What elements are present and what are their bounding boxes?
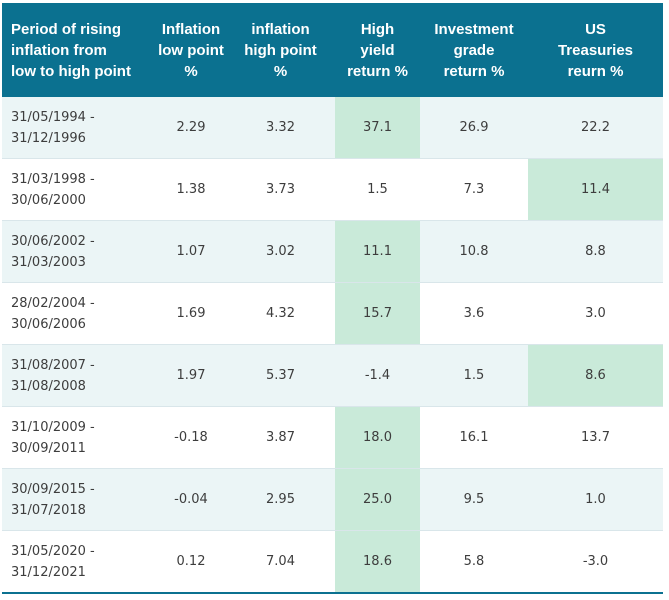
inflation-high-cell: 3.73: [226, 158, 335, 221]
header-row: Period of rising inflation from low to h…: [2, 3, 663, 97]
period-cell: 31/05/1994 -31/12/1996: [2, 97, 156, 159]
header-period: Period of rising inflation from low to h…: [2, 3, 156, 97]
investment-grade-cell: 10.8: [420, 220, 528, 283]
inflation-low-cell: 1.97: [156, 344, 226, 407]
inflation-high-cell: 2.95: [226, 468, 335, 531]
table-row: 28/02/2004 -30/06/2006 1.69 4.32 15.7 3.…: [2, 282, 663, 345]
investment-grade-cell: 9.5: [420, 468, 528, 531]
table-header: Period of rising inflation from low to h…: [2, 3, 663, 97]
investment-grade-cell: 1.5: [420, 344, 528, 407]
high-yield-cell: 18.6: [335, 530, 420, 594]
inflation-high-cell: 3.02: [226, 220, 335, 283]
inflation-low-cell: -0.18: [156, 406, 226, 469]
header-us-treasuries: US Treasuries reurn %: [528, 3, 663, 97]
us-treasuries-cell: 11.4: [528, 158, 663, 221]
header-inflation-low: Inflation low point %: [156, 3, 226, 97]
investment-grade-cell: 26.9: [420, 97, 528, 159]
investment-grade-cell: 3.6: [420, 282, 528, 345]
inflation-low-cell: 1.38: [156, 158, 226, 221]
high-yield-cell: 25.0: [335, 468, 420, 531]
us-treasuries-cell: 1.0: [528, 468, 663, 531]
period-cell: 31/08/2007 -31/08/2008: [2, 344, 156, 407]
us-treasuries-cell: 22.2: [528, 97, 663, 159]
header-high-yield: High yield return %: [335, 3, 420, 97]
inflation-low-cell: 1.69: [156, 282, 226, 345]
high-yield-cell: 18.0: [335, 406, 420, 469]
investment-grade-cell: 7.3: [420, 158, 528, 221]
inflation-high-cell: 3.32: [226, 97, 335, 159]
inflation-returns-table: Period of rising inflation from low to h…: [2, 3, 663, 594]
table-row: 31/10/2009 -30/09/2011 -0.18 3.87 18.0 1…: [2, 406, 663, 469]
us-treasuries-cell: 8.6: [528, 344, 663, 407]
inflation-low-cell: 2.29: [156, 97, 226, 159]
table-body: 31/05/1994 -31/12/1996 2.29 3.32 37.1 26…: [2, 97, 663, 594]
period-cell: 31/05/2020 -31/12/2021: [2, 530, 156, 594]
period-cell: 30/06/2002 -31/03/2003: [2, 220, 156, 283]
inflation-low-cell: 0.12: [156, 530, 226, 594]
inflation-low-cell: 1.07: [156, 220, 226, 283]
investment-grade-cell: 16.1: [420, 406, 528, 469]
investment-grade-cell: 5.8: [420, 530, 528, 594]
us-treasuries-cell: 13.7: [528, 406, 663, 469]
table-row: 31/03/1998 -30/06/2000 1.38 3.73 1.5 7.3…: [2, 158, 663, 221]
table-row: 30/09/2015 -31/07/2018 -0.04 2.95 25.0 9…: [2, 468, 663, 531]
period-cell: 30/09/2015 -31/07/2018: [2, 468, 156, 531]
inflation-low-cell: -0.04: [156, 468, 226, 531]
table-row: 31/08/2007 -31/08/2008 1.97 5.37 -1.4 1.…: [2, 344, 663, 407]
high-yield-cell: -1.4: [335, 344, 420, 407]
table-row: 31/05/2020 -31/12/2021 0.12 7.04 18.6 5.…: [2, 530, 663, 594]
inflation-high-cell: 7.04: [226, 530, 335, 594]
table-row: 31/05/1994 -31/12/1996 2.29 3.32 37.1 26…: [2, 97, 663, 159]
high-yield-cell: 37.1: [335, 97, 420, 159]
table-row: 30/06/2002 -31/03/2003 1.07 3.02 11.1 10…: [2, 220, 663, 283]
high-yield-cell: 1.5: [335, 158, 420, 221]
period-cell: 31/10/2009 -30/09/2011: [2, 406, 156, 469]
high-yield-cell: 11.1: [335, 220, 420, 283]
us-treasuries-cell: 8.8: [528, 220, 663, 283]
us-treasuries-cell: 3.0: [528, 282, 663, 345]
header-inflation-high: inflation high point %: [226, 3, 335, 97]
header-investment-grade: Investment grade return %: [420, 3, 528, 97]
us-treasuries-cell: -3.0: [528, 530, 663, 594]
period-cell: 28/02/2004 -30/06/2006: [2, 282, 156, 345]
inflation-high-cell: 3.87: [226, 406, 335, 469]
high-yield-cell: 15.7: [335, 282, 420, 345]
inflation-high-cell: 5.37: [226, 344, 335, 407]
inflation-high-cell: 4.32: [226, 282, 335, 345]
period-cell: 31/03/1998 -30/06/2000: [2, 158, 156, 221]
